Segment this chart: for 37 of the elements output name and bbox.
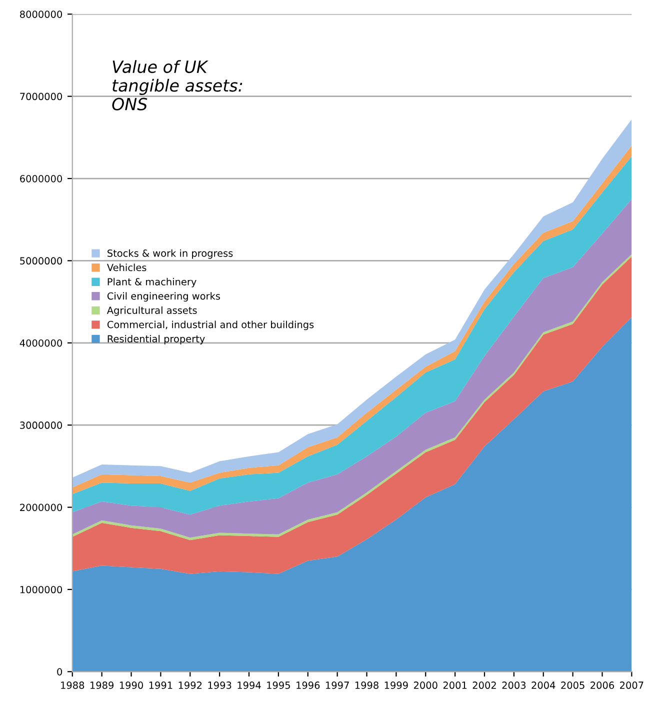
legend-label: Agricultural assets	[106, 306, 197, 316]
y-tick-label: 7000000	[20, 92, 62, 100]
x-tick-label: 1992	[178, 682, 202, 689]
x-tick-label: 2002	[472, 682, 496, 689]
y-tick-label: 8000000	[20, 10, 62, 18]
x-tick-label: 1989	[90, 682, 114, 689]
y-tick-label: 6000000	[20, 174, 62, 182]
x-tick-label: 2003	[502, 682, 526, 689]
x-tick-label: 2005	[561, 682, 584, 689]
x-tick-label: 2001	[443, 682, 467, 689]
legend-label: Vehicles	[106, 264, 146, 272]
x-tick-label: 2006	[590, 682, 614, 689]
x-tick-label: 1991	[149, 682, 172, 689]
y-tick-label: 3000000	[20, 422, 62, 429]
legend-label: Stocks & work in progress	[108, 249, 233, 259]
x-tick-label: 1994	[238, 682, 261, 689]
x-tick-label: 1990	[120, 682, 143, 689]
x-tick-label: 2004	[532, 682, 556, 689]
legend-label: Plant & machinery	[108, 278, 196, 288]
text: Value of UK tangible assets: ONS	[112, 60, 242, 110]
x-tick-label: 1999	[384, 682, 408, 689]
x-tick-label: 2000	[414, 682, 438, 689]
x-tick-label: 1997	[326, 682, 349, 689]
y-tick-label: 2000000	[20, 504, 62, 512]
y-tick-label: 5000000	[20, 257, 62, 265]
y-tick-label: 0	[57, 668, 62, 676]
legend-label: Commercial, industrial and other buildings	[107, 320, 314, 330]
x-tick-label: 1988	[61, 682, 84, 689]
x-tick-label: 1998	[355, 682, 378, 689]
y-tick-label: 4000000	[20, 339, 62, 347]
x-tick-label: 2007	[620, 682, 644, 689]
y-tick-label: 1000000	[20, 586, 62, 594]
legend-label: Civil engineering works	[107, 292, 220, 302]
x-tick-label: 1993	[208, 682, 232, 689]
x-tick-label: 1995	[267, 682, 290, 689]
legend-label: Residential property	[108, 334, 205, 344]
x-tick-label: 1996	[296, 682, 320, 689]
